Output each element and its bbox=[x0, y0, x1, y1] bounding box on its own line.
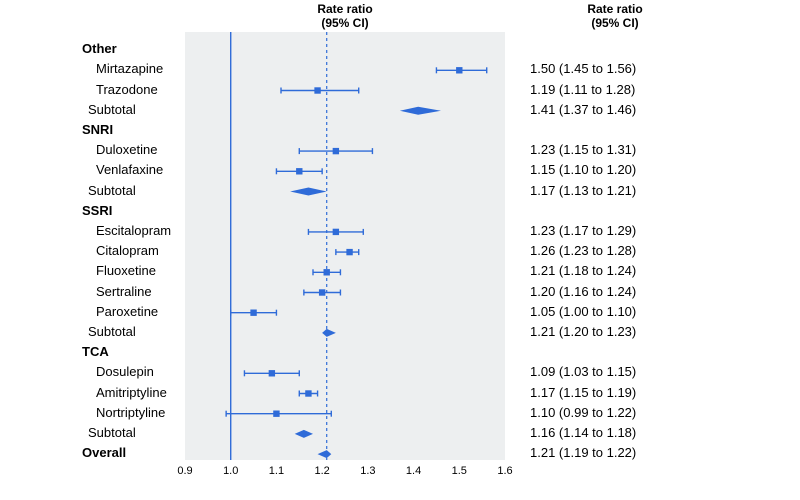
row-label: Nortriptyline bbox=[96, 405, 165, 420]
row-label: Citalopram bbox=[96, 243, 159, 258]
row-ci-text: 1.17 (1.15 to 1.19) bbox=[530, 385, 636, 400]
row-ci-text: 1.15 (1.10 to 1.20) bbox=[530, 162, 636, 177]
subtotal-diamond bbox=[322, 329, 336, 337]
row-label: SSRI bbox=[82, 203, 112, 218]
svg-text:1.6: 1.6 bbox=[497, 465, 512, 477]
row-ci-text: 1.26 (1.23 to 1.28) bbox=[530, 243, 636, 258]
row-label: Escitalopram bbox=[96, 223, 171, 238]
svg-text:1.1: 1.1 bbox=[269, 465, 284, 477]
svg-text:0.9: 0.9 bbox=[177, 465, 192, 477]
row-label: Trazodone bbox=[96, 82, 158, 97]
row-label: Sertraline bbox=[96, 284, 152, 299]
row-label: Duloxetine bbox=[96, 142, 157, 157]
row-ci-text: 1.09 (1.03 to 1.15) bbox=[530, 364, 636, 379]
row-label: Subtotal bbox=[88, 324, 136, 339]
point-estimate bbox=[346, 249, 352, 255]
row-ci-text: 1.21 (1.18 to 1.24) bbox=[530, 263, 636, 278]
row-label: Other bbox=[82, 41, 117, 56]
row-label: TCA bbox=[82, 344, 109, 359]
point-estimate bbox=[296, 168, 302, 174]
point-estimate bbox=[333, 229, 339, 235]
row-ci-text: 1.17 (1.13 to 1.21) bbox=[530, 183, 636, 198]
x-axis: 0.9 1.0 1.1 1.2 1.3 1.4 1.5 1.6 bbox=[177, 465, 512, 477]
row-label: Dosulepin bbox=[96, 364, 154, 379]
svg-text:1.4: 1.4 bbox=[406, 465, 421, 477]
point-estimate bbox=[324, 269, 330, 275]
overall-diamond bbox=[318, 450, 332, 458]
point-estimate bbox=[269, 370, 275, 376]
row-ci-text: 1.19 (1.11 to 1.28) bbox=[530, 82, 635, 97]
row-label: Subtotal bbox=[88, 425, 136, 440]
row-ci-text: 1.16 (1.14 to 1.18) bbox=[530, 425, 636, 440]
subtotal-diamond bbox=[400, 107, 441, 115]
row-label: SNRI bbox=[82, 122, 113, 137]
row-label: Venlafaxine bbox=[96, 162, 163, 177]
row-label: Mirtazapine bbox=[96, 61, 163, 76]
point-estimate bbox=[333, 148, 339, 154]
row-label: Paroxetine bbox=[96, 304, 158, 319]
svg-text:1.5: 1.5 bbox=[452, 465, 467, 477]
row-ci-text: 1.41 (1.37 to 1.46) bbox=[530, 102, 636, 117]
subtotal-diamond bbox=[295, 430, 313, 438]
point-estimate bbox=[273, 411, 279, 417]
row-label: Subtotal bbox=[88, 102, 136, 117]
point-estimate bbox=[319, 289, 325, 295]
row-ci-text: 1.23 (1.17 to 1.29) bbox=[530, 223, 636, 238]
row-ci-text: 1.50 (1.45 to 1.56) bbox=[530, 61, 636, 76]
row-ci-text: 1.21 (1.20 to 1.23) bbox=[530, 324, 636, 339]
row-ci-text: 1.23 (1.15 to 1.31) bbox=[530, 142, 636, 157]
row-ci-text: 1.10 (0.99 to 1.22) bbox=[530, 405, 636, 420]
row-label: Amitriptyline bbox=[96, 385, 167, 400]
row-label: Fluoxetine bbox=[96, 263, 156, 278]
svg-text:1.2: 1.2 bbox=[314, 465, 329, 477]
row-label: Overall bbox=[82, 445, 126, 460]
point-estimate bbox=[250, 310, 256, 316]
row-ci-text: 1.20 (1.16 to 1.24) bbox=[530, 284, 636, 299]
subtotal-diamond bbox=[290, 188, 327, 196]
row-ci-text: 1.21 (1.19 to 1.22) bbox=[530, 445, 636, 460]
row-label: Subtotal bbox=[88, 183, 136, 198]
svg-text:1.0: 1.0 bbox=[223, 465, 238, 477]
point-estimate bbox=[305, 390, 311, 396]
point-estimate bbox=[456, 67, 462, 73]
svg-text:1.3: 1.3 bbox=[360, 465, 375, 477]
point-estimate bbox=[314, 87, 320, 93]
row-ci-text: 1.05 (1.00 to 1.10) bbox=[530, 304, 636, 319]
